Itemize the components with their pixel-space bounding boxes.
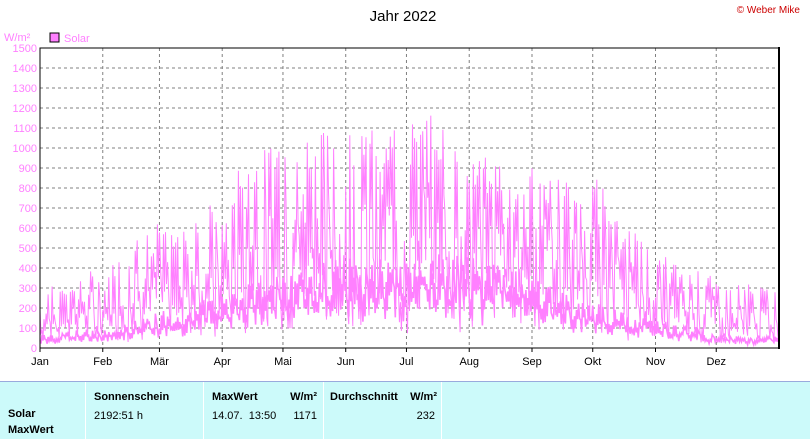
y-tick-label: 1000 [13, 143, 37, 155]
y-tick-label: 200 [19, 303, 37, 315]
solar-chart: Jahr 2022 © Weber Mike W/m² Solar 0 100 20… [4, 5, 801, 368]
col-label-spacer [0, 382, 86, 439]
y-tick-label: 300 [19, 283, 37, 295]
x-tick-label: Jan [31, 356, 49, 368]
durchschnitt-unit: W/m² [410, 391, 437, 403]
col-sonnenschein: Sonnenschein 2192:51 h [86, 382, 204, 439]
x-tick-label: Apr [214, 356, 231, 368]
row-label-solar: Solar [8, 408, 36, 420]
y-tick-label: 1100 [13, 123, 37, 135]
y-tick-label: 1300 [13, 83, 37, 95]
y-tick-label: 1200 [13, 103, 37, 115]
x-tick-label: Nov [646, 356, 666, 368]
y-axis-unit: W/m² [4, 32, 31, 44]
x-tick-label: Sep [522, 356, 542, 368]
sonnenschein-value: 2192:51 h [94, 410, 143, 422]
x-tick-label: Mai [274, 356, 292, 368]
y-tick-label: 600 [19, 223, 37, 235]
x-tick-label: Aug [459, 356, 479, 368]
x-tick-label: Dez [706, 356, 726, 368]
x-tick-label: Okt [584, 356, 601, 368]
x-tick-label: Feb [93, 356, 112, 368]
x-tick-label: Jun [337, 356, 355, 368]
chart-title: Jahr 2022 [370, 8, 437, 25]
sonnenschein-header: Sonnenschein [94, 391, 170, 403]
row-label-maxwert: MaxWert [8, 424, 54, 436]
y-tick-label: 400 [19, 263, 37, 275]
credit-label: © Weber Mike [737, 5, 801, 16]
durchschnitt-header: Durchschnitt [330, 391, 398, 403]
legend-solar-label: Solar [64, 33, 90, 45]
y-tick-label: 1400 [13, 63, 37, 75]
col-durchschnitt: Durchschnitt W/m² 232 [324, 382, 442, 439]
durchschnitt-value: 232 [416, 410, 435, 422]
y-tick-label: 900 [19, 163, 37, 175]
x-tick-label: Jul [399, 356, 413, 368]
y-tick-label: 100 [19, 323, 37, 335]
maxwert-unit: W/m² [290, 391, 317, 403]
series-solar-mean-line [39, 254, 779, 348]
legend-swatch [49, 32, 60, 43]
maxwert-value: 1171 [293, 410, 317, 422]
y-tick-label: 800 [19, 183, 37, 195]
col-empty [442, 382, 810, 439]
series-solar-max-line [39, 115, 779, 344]
y-tick-label: 1500 [13, 43, 37, 55]
y-tick-label: 500 [19, 243, 37, 255]
col-maxwert: MaxWert W/m² 14.07. 13:50 1171 [204, 382, 324, 439]
plot-area: 0 100 200 300 400 500 600 700 800 900 1000 1100 1200… [13, 43, 780, 368]
stats-panel: Solar MaxWert Sonnenschein 2192:51 h Max… [0, 381, 810, 439]
x-tick-label: Mär [150, 356, 169, 368]
y-tick-label: 700 [19, 203, 37, 215]
y-tick-label: 0 [31, 343, 37, 355]
maxwert-datetime: 14.07. 13:50 [212, 410, 277, 422]
maxwert-header: MaxWert [212, 391, 258, 403]
